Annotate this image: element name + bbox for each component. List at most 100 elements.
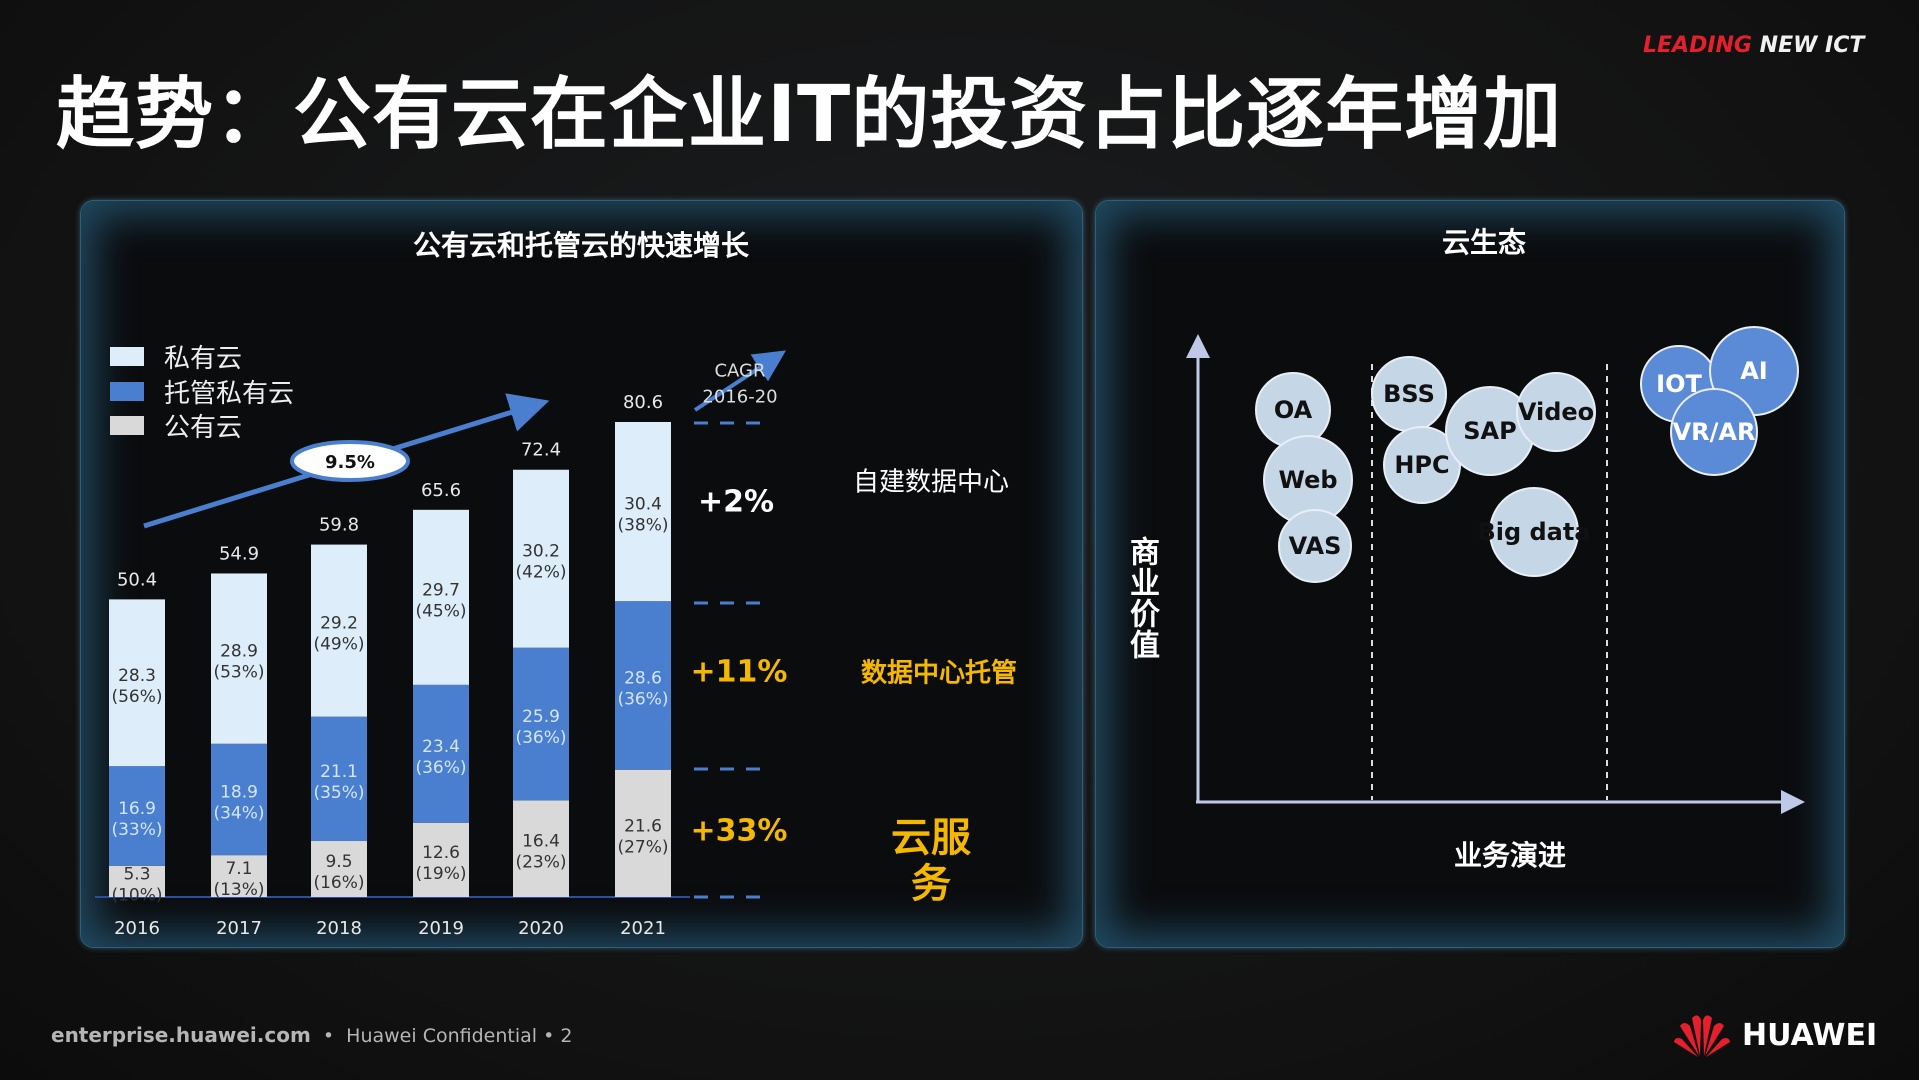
footer: enterprise.huawei.com • Huawei Confident… [51, 1023, 573, 1047]
legend-item-public: 公有云 [110, 407, 242, 444]
bar-segment [109, 766, 165, 866]
legend-item-private: 私有云 [110, 338, 242, 375]
bar-value-label: 28.6 [624, 668, 662, 688]
cagr-ellipse [290, 440, 410, 482]
bar-pct-label: (13%) [213, 880, 264, 900]
bar-pct-label: (10%) [111, 885, 162, 905]
bar-pct-label: (53%) [213, 663, 264, 683]
bar-value-label: 28.3 [118, 666, 156, 686]
bubble-label: Video [1518, 398, 1594, 426]
bar-total-label: 59.8 [319, 515, 359, 536]
bar-value-label: 29.2 [320, 614, 358, 634]
x-tick-label: 2017 [216, 918, 262, 939]
bar-segment [615, 769, 671, 897]
cloud-ecosystem-panel [1095, 200, 1845, 948]
bar-pct-label: (16%) [313, 873, 364, 893]
chart-title: 公有云和托管云的快速增长 [412, 229, 750, 262]
x-axis-label: 业务演进 [1453, 839, 1567, 872]
bar-segment [311, 716, 367, 842]
bar-pct-label: (19%) [415, 864, 466, 884]
bubble-bigdata [1489, 487, 1579, 577]
huawei-flower-icon [1674, 1015, 1730, 1057]
cagr-arrow [693, 350, 787, 412]
brand-slogan: LEADING NEW ICT [1643, 33, 1864, 58]
bar-value-label: 21.1 [320, 762, 358, 782]
bubble-label: VAS [1289, 532, 1342, 560]
bar-value-label: 16.4 [522, 832, 560, 852]
bar-value-label: 18.9 [220, 782, 258, 802]
bar-total-label: 80.6 [623, 392, 663, 413]
cagr-period: 2016-20 [702, 386, 778, 408]
label-self-built-dc: 自建数据中心 [852, 467, 1010, 498]
bar-segment [615, 422, 671, 602]
bar-value-label: 9.5 [325, 852, 352, 872]
bar-value-label: 29.7 [422, 580, 460, 600]
bar-value-label: 21.6 [624, 816, 662, 836]
bar-value-label: 28.9 [220, 642, 258, 662]
bar-pct-label: (49%) [313, 635, 364, 655]
bubble-label: BSS [1383, 380, 1435, 408]
bar-pct-label: (56%) [111, 687, 162, 707]
cagr-label: CAGR [714, 360, 766, 382]
bar-total-label: 50.4 [117, 569, 157, 590]
bar-segment [211, 573, 267, 744]
bar-segment [211, 855, 267, 897]
legend-swatch [110, 416, 144, 435]
legend-label: 公有云 [164, 413, 243, 443]
overall-cagr-label: 9.5% [325, 452, 375, 473]
bar-value-label: 23.4 [422, 737, 460, 757]
huawei-wordmark: HUAWEI [1742, 1017, 1878, 1053]
growth-hosting: +11% [690, 654, 788, 690]
brand-slogan-red: LEADING [1643, 33, 1752, 58]
bubble-label: SAP [1463, 417, 1516, 445]
slide-title: 趋势：公有云在企业IT的投资占比逐年增加 [56, 70, 1563, 160]
legend-swatch [110, 382, 144, 401]
bar-segment [311, 841, 367, 897]
x-tick-label: 2021 [620, 918, 666, 939]
bubble-vrar [1670, 388, 1758, 476]
label-cloud-service: 云服务 [891, 815, 971, 907]
x-tick-label: 2018 [316, 918, 362, 939]
x-tick-label: 2019 [418, 918, 464, 939]
bubble-label: VR/AR [1673, 418, 1756, 446]
bar-value-label: 25.9 [522, 707, 560, 727]
growth-self-built: +2% [697, 484, 775, 520]
bar-segment [513, 800, 569, 897]
bar-pct-label: (36%) [617, 689, 668, 709]
bar-total-label: 54.9 [219, 543, 259, 564]
bar-segment [413, 684, 469, 823]
ecosystem-title: 云生态 [1441, 226, 1527, 259]
legend-label: 托管私有云 [164, 379, 295, 409]
bar-value-label: 16.9 [118, 799, 156, 819]
bar-segment [513, 647, 569, 801]
bubble-label: Big data [1477, 518, 1590, 546]
bubble-label: OA [1274, 396, 1313, 424]
bubble-label: AI [1740, 357, 1768, 385]
x-tick-label: 2020 [518, 918, 564, 939]
y-axis-label: 商业价值 [1124, 536, 1159, 660]
x-tick-label: 2016 [114, 918, 160, 939]
label-dc-hosting: 数据中心托管 [860, 658, 1018, 689]
bar-value-label: 30.4 [624, 495, 662, 515]
bar-value-label: 30.2 [522, 542, 560, 562]
bar-value-label: 7.1 [225, 859, 252, 879]
legend-swatch [110, 347, 144, 366]
bar-pct-label: (35%) [313, 783, 364, 803]
bar-segment [311, 544, 367, 717]
bar-value-label: 12.6 [422, 843, 460, 863]
bar-pct-label: (34%) [213, 803, 264, 823]
bar-total-label: 65.6 [421, 480, 461, 501]
bar-segment [413, 822, 469, 897]
legend-item-hosted: 托管私有云 [110, 373, 294, 410]
legend-label: 私有云 [164, 344, 243, 374]
bubble-label: HPC [1394, 451, 1449, 479]
bubble-label: Web [1278, 466, 1337, 494]
brand-slogan-white: NEW ICT [1759, 33, 1865, 58]
bar-segment [109, 599, 165, 767]
bar-pct-label: (42%) [515, 563, 566, 583]
bar-pct-label: (38%) [617, 516, 668, 536]
bar-value-label: 5.3 [123, 864, 150, 884]
bubble-vas [1278, 509, 1352, 583]
page-number: 2 [560, 1025, 573, 1047]
